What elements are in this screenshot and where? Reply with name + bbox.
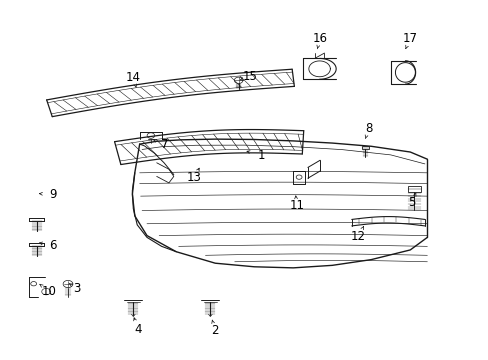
- Text: 7: 7: [161, 138, 168, 150]
- Text: 5: 5: [407, 197, 415, 210]
- Text: 4: 4: [134, 323, 142, 336]
- Bar: [407, 186, 420, 192]
- Text: 14: 14: [125, 71, 141, 84]
- Text: 3: 3: [73, 282, 81, 295]
- Text: 9: 9: [49, 188, 57, 201]
- Text: 11: 11: [288, 199, 304, 212]
- Text: 12: 12: [350, 230, 365, 243]
- Text: 8: 8: [365, 122, 372, 135]
- Text: 10: 10: [42, 285, 57, 298]
- Text: 15: 15: [243, 69, 257, 82]
- Text: 1: 1: [257, 149, 265, 162]
- Text: 17: 17: [402, 32, 417, 45]
- Text: 16: 16: [312, 32, 327, 45]
- Bar: [361, 146, 368, 149]
- Text: 6: 6: [49, 239, 57, 252]
- Text: 2: 2: [211, 324, 219, 337]
- Text: 13: 13: [186, 171, 202, 184]
